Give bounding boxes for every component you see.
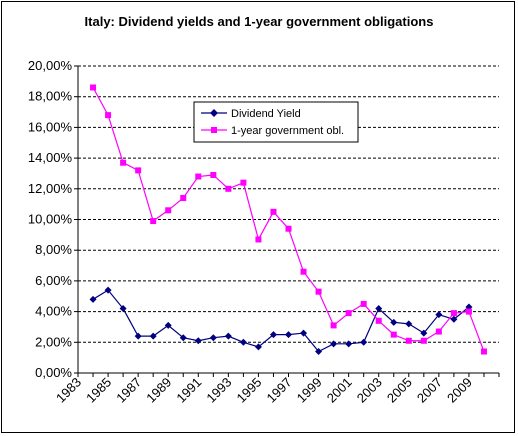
series-group (89, 84, 487, 356)
data-point-dividend (330, 340, 338, 348)
y-tick-label: 6,00% (35, 273, 72, 288)
data-point-government (300, 268, 307, 275)
data-point-dividend (315, 348, 323, 356)
data-point-government (195, 173, 202, 180)
data-point-government (450, 310, 457, 317)
data-point-dividend (285, 331, 292, 339)
data-point-dividend (375, 305, 383, 313)
data-point-dividend (345, 340, 353, 348)
data-point-government (135, 167, 142, 174)
x-tick-label: 1995 (233, 375, 264, 406)
y-tick-label: 16,00% (28, 119, 73, 134)
legend-label-government: 1-year government obl. (231, 125, 344, 137)
data-point-dividend (405, 320, 413, 328)
x-tick-label: 2001 (324, 375, 355, 406)
data-point-dividend (360, 338, 368, 346)
y-tick-label: 12,00% (28, 181, 73, 196)
data-point-dividend (390, 318, 398, 326)
data-point-dividend (420, 329, 428, 337)
data-point-government (255, 236, 262, 243)
data-point-government (465, 308, 472, 315)
data-point-government (120, 159, 127, 166)
data-point-dividend (104, 286, 112, 294)
data-point-dividend (209, 334, 217, 342)
x-tick-label: 2009 (444, 375, 475, 406)
data-point-dividend (300, 329, 308, 337)
data-point-government (345, 310, 352, 317)
y-tick-label: 20,00% (28, 58, 73, 73)
data-point-government (405, 337, 412, 344)
legend: Dividend Yield 1-year government obl. (193, 101, 359, 143)
data-point-dividend (89, 295, 97, 303)
data-point-government (435, 328, 442, 335)
x-tick-label: 2007 (414, 375, 445, 406)
y-tick-label: 4,00% (35, 304, 72, 319)
data-point-dividend (149, 332, 157, 340)
y-tick-label: 10,00% (28, 212, 73, 227)
data-point-dividend (134, 332, 142, 340)
legend-marker-dividend (210, 109, 218, 117)
y-tick-label: 0,00% (35, 365, 72, 380)
x-tick-label: 1993 (203, 375, 234, 406)
y-tick-label: 18,00% (28, 89, 73, 104)
data-point-government (480, 348, 487, 355)
data-point-government (210, 171, 217, 178)
data-point-government (390, 331, 397, 338)
x-tick-label: 1987 (113, 375, 144, 406)
data-point-dividend (239, 338, 247, 346)
x-tick-label: 1991 (173, 375, 204, 406)
x-tick-label: 1999 (294, 375, 325, 406)
x-tick-label: 2005 (384, 375, 415, 406)
axes (77, 66, 500, 377)
data-point-government (285, 225, 292, 232)
y-axis-tick-labels: 0,00% 2,00% 4,00% 6,00% 8,00% 10,00% 12,00% 14,… (28, 58, 73, 380)
x-tick-label: 1985 (83, 375, 114, 406)
x-tick-label: 1997 (264, 375, 295, 406)
data-point-government (240, 179, 247, 186)
data-point-government (375, 317, 382, 324)
data-point-dividend (224, 332, 232, 340)
x-axis-tick-labels: 1983 1985 1987 1989 1991 1993 1995 1997 1999 2001… (53, 375, 475, 406)
grid-lines (74, 65, 499, 374)
data-point-government (270, 208, 277, 215)
data-point-government (150, 218, 157, 225)
x-tick-label: 2003 (354, 375, 385, 406)
y-tick-label: 14,00% (28, 150, 73, 165)
data-point-government (420, 337, 427, 344)
data-point-government (180, 195, 187, 202)
x-tick-label: 1989 (143, 375, 174, 406)
data-point-dividend (450, 315, 458, 323)
data-point-government (165, 207, 172, 214)
data-point-dividend (269, 331, 277, 339)
data-point-government (105, 112, 112, 119)
legend-box (193, 101, 359, 143)
data-point-government (360, 300, 367, 307)
data-point-dividend (435, 311, 443, 319)
legend-label-dividend: Dividend Yield (231, 108, 301, 120)
data-point-dividend (194, 337, 202, 345)
y-tick-label: 8,00% (35, 242, 72, 257)
y-tick-label: 2,00% (35, 334, 72, 349)
data-point-dividend (119, 305, 127, 313)
data-point-dividend (179, 334, 187, 342)
legend-marker-government (211, 127, 217, 133)
data-point-dividend (164, 321, 172, 329)
data-point-government (225, 185, 232, 192)
data-point-government (315, 288, 322, 295)
data-point-government (330, 322, 337, 329)
data-point-government (90, 84, 97, 91)
chart-title: Italy: Dividend yields and 1-year govern… (85, 14, 434, 29)
